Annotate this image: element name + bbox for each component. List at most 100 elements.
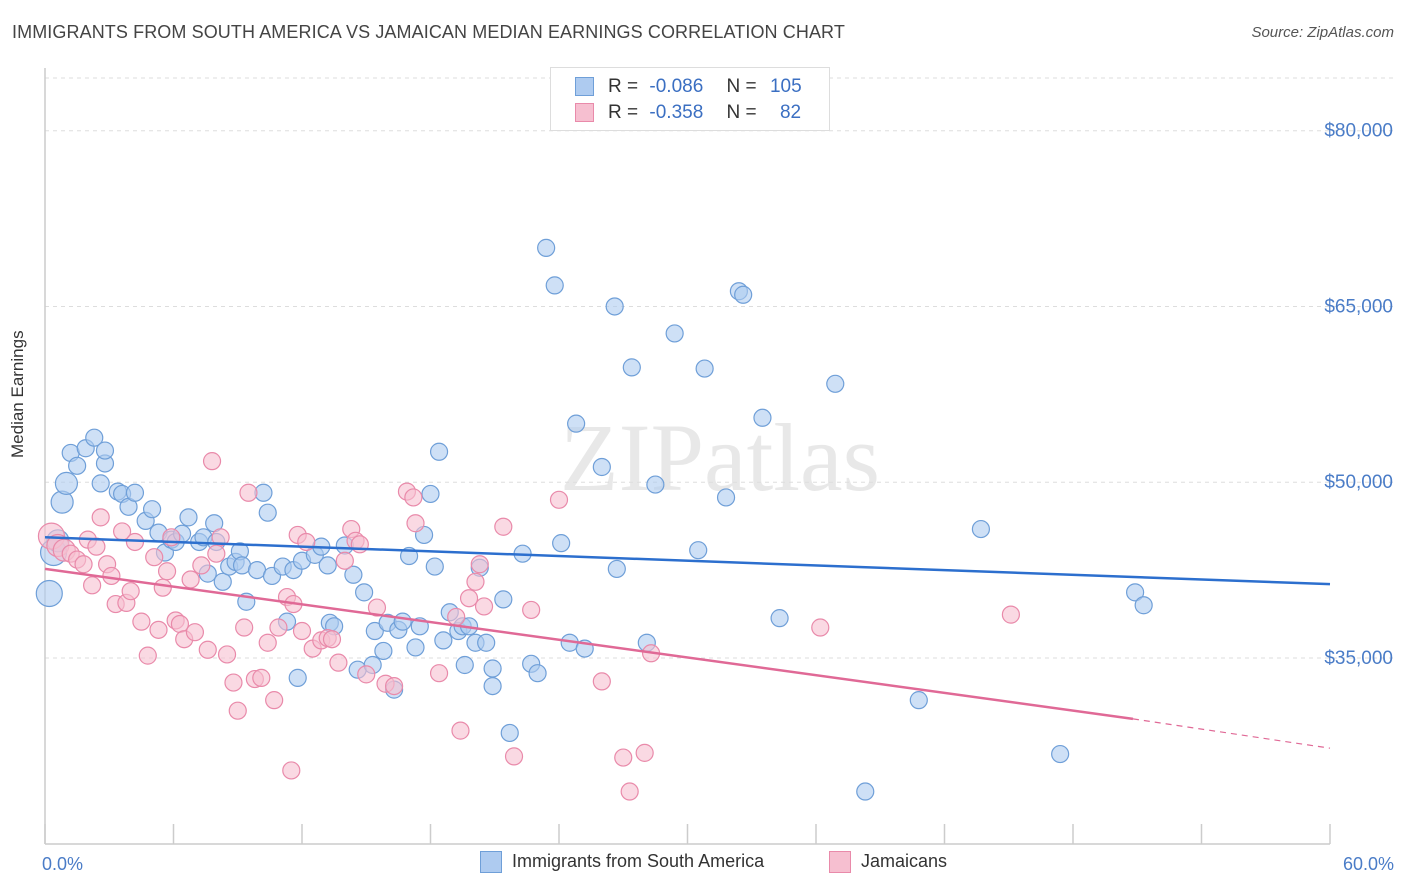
data-point-south-america: [483, 676, 502, 696]
correlation-legend: R = -0.086 N = 105 R = -0.358 N = 82: [550, 67, 830, 131]
r-value: -0.358: [649, 102, 704, 123]
data-point-jamaicans: [459, 589, 479, 608]
data-point-south-america: [179, 508, 198, 527]
data-point-south-america: [537, 238, 556, 257]
x-min-label: 0.0%: [42, 854, 83, 874]
data-point-south-america: [125, 483, 145, 502]
data-point-south-america: [213, 572, 232, 591]
data-point-jamaicans: [192, 556, 211, 575]
n-label: N =: [726, 76, 757, 97]
blue-swatch: [575, 77, 594, 97]
legend-item-south-america: Immigrants from South America: [480, 851, 764, 874]
data-point-jamaicans: [198, 640, 217, 659]
data-point-jamaicans: [447, 607, 466, 627]
data-point-south-america: [665, 324, 684, 343]
legend-row-south-america: R = -0.086 N = 105: [575, 76, 802, 100]
data-point-jamaicans: [207, 544, 226, 563]
data-point-south-america: [1134, 596, 1153, 615]
data-point-south-america: [434, 631, 453, 650]
data-point-jamaicans: [494, 517, 513, 536]
data-point-jamaicans: [121, 582, 140, 601]
pink-swatch: [575, 103, 594, 123]
data-point-south-america: [85, 428, 104, 447]
series-south-america-points: [35, 238, 1153, 801]
data-point-jamaicans: [202, 452, 222, 471]
data-point-jamaicans: [138, 646, 157, 665]
data-point-jamaicans: [549, 490, 569, 509]
n-value: 82: [779, 102, 802, 123]
n-label: N =: [726, 102, 757, 123]
data-point-jamaicans: [87, 537, 106, 556]
trend-line-south-america: [44, 536, 1331, 586]
r-value: -0.086: [649, 76, 704, 97]
data-point-jamaicans: [620, 782, 639, 801]
pink-swatch: [829, 851, 851, 874]
blue-swatch: [480, 851, 502, 874]
data-point-jamaicans: [235, 618, 254, 637]
r-label: R =: [608, 76, 639, 97]
data-point-jamaicans: [811, 618, 830, 637]
data-point-jamaicans: [149, 620, 168, 639]
y-tick-label: $80,000: [1324, 121, 1393, 142]
data-point-south-america: [455, 655, 474, 675]
y-tick-labels: $35,000 $50,000 $65,000 $80,000: [1324, 121, 1393, 669]
data-point-south-america: [54, 471, 79, 495]
data-point-jamaicans: [153, 578, 172, 597]
data-point-south-america: [483, 659, 502, 678]
data-point-south-america: [971, 519, 991, 539]
r-label: R =: [608, 102, 639, 123]
data-point-south-america: [1126, 583, 1145, 602]
data-point-south-america: [91, 474, 110, 493]
data-point-south-america: [318, 556, 337, 575]
data-point-jamaicans: [474, 597, 494, 616]
data-point-south-america: [232, 556, 252, 575]
chart-title: IMMIGRANTS FROM SOUTH AMERICA VS JAMAICA…: [12, 22, 845, 42]
legend-item-jamaicans: Jamaicans: [829, 851, 948, 874]
data-point-jamaicans: [504, 747, 524, 766]
y-tick-label: $65,000: [1324, 296, 1393, 317]
trend-line-jamaicans: [44, 567, 1134, 721]
data-point-south-america: [288, 668, 307, 687]
data-point-jamaicans: [350, 535, 369, 554]
trend-lines: [44, 536, 1331, 749]
data-point-south-america: [258, 503, 277, 522]
data-point-south-america: [500, 723, 519, 743]
data-point-jamaicans: [1001, 605, 1020, 624]
data-point-south-america: [622, 358, 641, 377]
legend-label: Jamaicans: [861, 851, 948, 871]
data-point-south-america: [494, 590, 513, 609]
data-point-jamaicans: [614, 748, 633, 767]
data-point-south-america: [716, 488, 736, 507]
data-point-jamaicans: [91, 508, 110, 527]
data-point-south-america: [68, 456, 87, 475]
data-point-jamaicans: [292, 621, 312, 641]
series-jamaicans-points: [37, 452, 1020, 801]
data-point-jamaicans: [522, 600, 541, 620]
data-point-jamaicans: [592, 672, 611, 691]
data-point-jamaicans: [451, 721, 470, 740]
data-point-south-america: [545, 276, 564, 295]
x-max-label: 60.0%: [1343, 854, 1394, 874]
data-point-south-america: [856, 782, 875, 801]
data-point-jamaicans: [83, 576, 102, 595]
data-point-south-america: [770, 609, 789, 628]
data-point-jamaicans: [429, 664, 449, 683]
data-point-south-america: [646, 475, 665, 494]
data-point-south-america: [365, 621, 384, 641]
n-value: 105: [769, 76, 802, 97]
data-point-jamaicans: [269, 618, 288, 637]
data-point-south-america: [607, 559, 626, 579]
data-point-south-america: [567, 414, 586, 433]
data-point-south-america: [374, 641, 393, 661]
trend-line-jamaicans-extrapolated: [1132, 718, 1331, 749]
data-point-south-america: [592, 457, 611, 477]
data-point-jamaicans: [102, 566, 121, 586]
data-point-south-america: [429, 442, 449, 461]
data-point-jamaicans: [217, 645, 237, 664]
data-point-south-america: [695, 359, 714, 378]
data-point-south-america: [689, 541, 708, 560]
data-point-jamaicans: [335, 551, 354, 570]
data-point-jamaicans: [258, 633, 277, 652]
data-point-south-america: [552, 534, 571, 553]
data-point-south-america: [406, 638, 425, 657]
